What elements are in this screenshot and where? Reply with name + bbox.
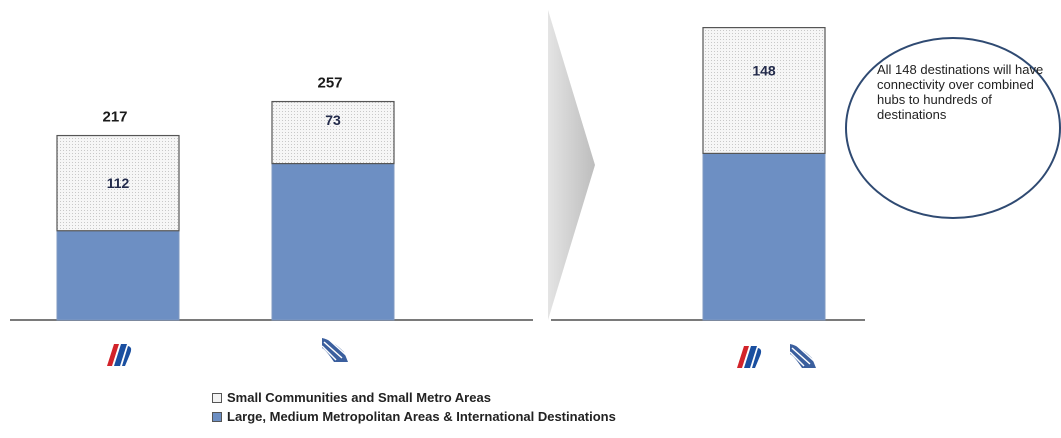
transition-arrow	[548, 10, 595, 320]
legend-label-small: Small Communities and Small Metro Areas	[227, 390, 491, 405]
segment-value-label: 73	[325, 112, 341, 128]
segment-value-label: 112	[107, 175, 130, 191]
segment-value-label: 148	[752, 62, 776, 78]
united-tulip-logo-icon-combined	[737, 346, 762, 368]
legend-item-small: Small Communities and Small Metro Areas	[212, 388, 616, 407]
continental-globe-logo-icon	[321, 336, 348, 362]
bar-segment-large-1-0	[702, 152, 826, 321]
legend-label-large: Large, Medium Metropolitan Areas & Inter…	[227, 409, 616, 424]
bar-segment-small-0-1	[271, 100, 395, 165]
legend-swatch-small	[212, 392, 222, 403]
bar-segment-small-0-0	[56, 134, 180, 232]
bar-total-label: 217	[102, 109, 127, 126]
bar-total-label: 257	[317, 75, 342, 92]
united-tulip-logo-icon	[107, 344, 132, 366]
bar-segment-small-1-0	[702, 27, 826, 155]
callout-ellipse	[845, 37, 1061, 219]
legend: Small Communities and Small Metro Areas …	[212, 388, 616, 426]
legend-swatch-large	[212, 411, 222, 422]
continental-globe-logo-icon-combined	[789, 342, 816, 368]
callout-text: All 148 destinations will have connectiv…	[877, 62, 1044, 122]
legend-item-large: Large, Medium Metropolitan Areas & Inter…	[212, 407, 616, 426]
bar-segment-large-0-0	[56, 230, 180, 321]
bar-segment-large-0-1	[271, 163, 395, 321]
